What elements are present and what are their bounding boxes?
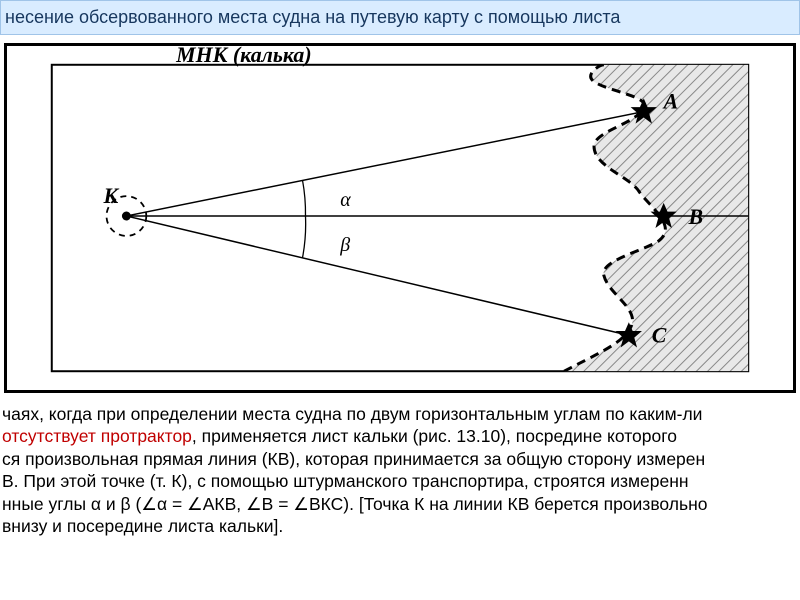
label-beta: β [339, 234, 350, 256]
line-KA [126, 112, 643, 216]
line-KC [126, 216, 628, 335]
diagram-svg: МНК (калька) К А В С α β [7, 46, 793, 390]
p-l4: В. При этой точке (т. К), с помощью штур… [2, 471, 689, 491]
p-l2-red: отсутствует протрактор [2, 426, 192, 446]
label-c: С [652, 323, 667, 347]
p-l5-post: ). [Точка К на линии КВ берется произвол… [343, 494, 707, 514]
p-l5-pre: нные углы α и β ( [2, 494, 141, 514]
p-l1: чаях, когда при определении места судна … [2, 404, 702, 424]
p-l3: ся произвольная прямая линия (КВ), котор… [2, 449, 705, 469]
label-k: К [103, 184, 120, 208]
p-l5-ang: ∠α = ∠АКВ, ∠В = ∠ВКС [141, 494, 343, 514]
p-l6: внизу и посередине листа кальки]. [2, 516, 283, 536]
k-dot [122, 212, 131, 221]
arc-beta [302, 216, 305, 258]
body-text: чаях, когда при определении места судна … [0, 397, 800, 541]
label-b: В [688, 205, 704, 229]
title-text: несение обсервованного места судна на пу… [5, 7, 620, 27]
label-mnk: МНК (калька) [175, 46, 312, 67]
label-a: А [662, 90, 679, 114]
label-alpha: α [340, 189, 351, 211]
p-l2-post: , применяется лист кальки (рис. 13.10), … [192, 426, 677, 446]
diagram-frame: МНК (калька) К А В С α β [4, 43, 796, 393]
arc-alpha [302, 180, 305, 216]
title-bar: несение обсервованного места судна на пу… [0, 0, 800, 35]
